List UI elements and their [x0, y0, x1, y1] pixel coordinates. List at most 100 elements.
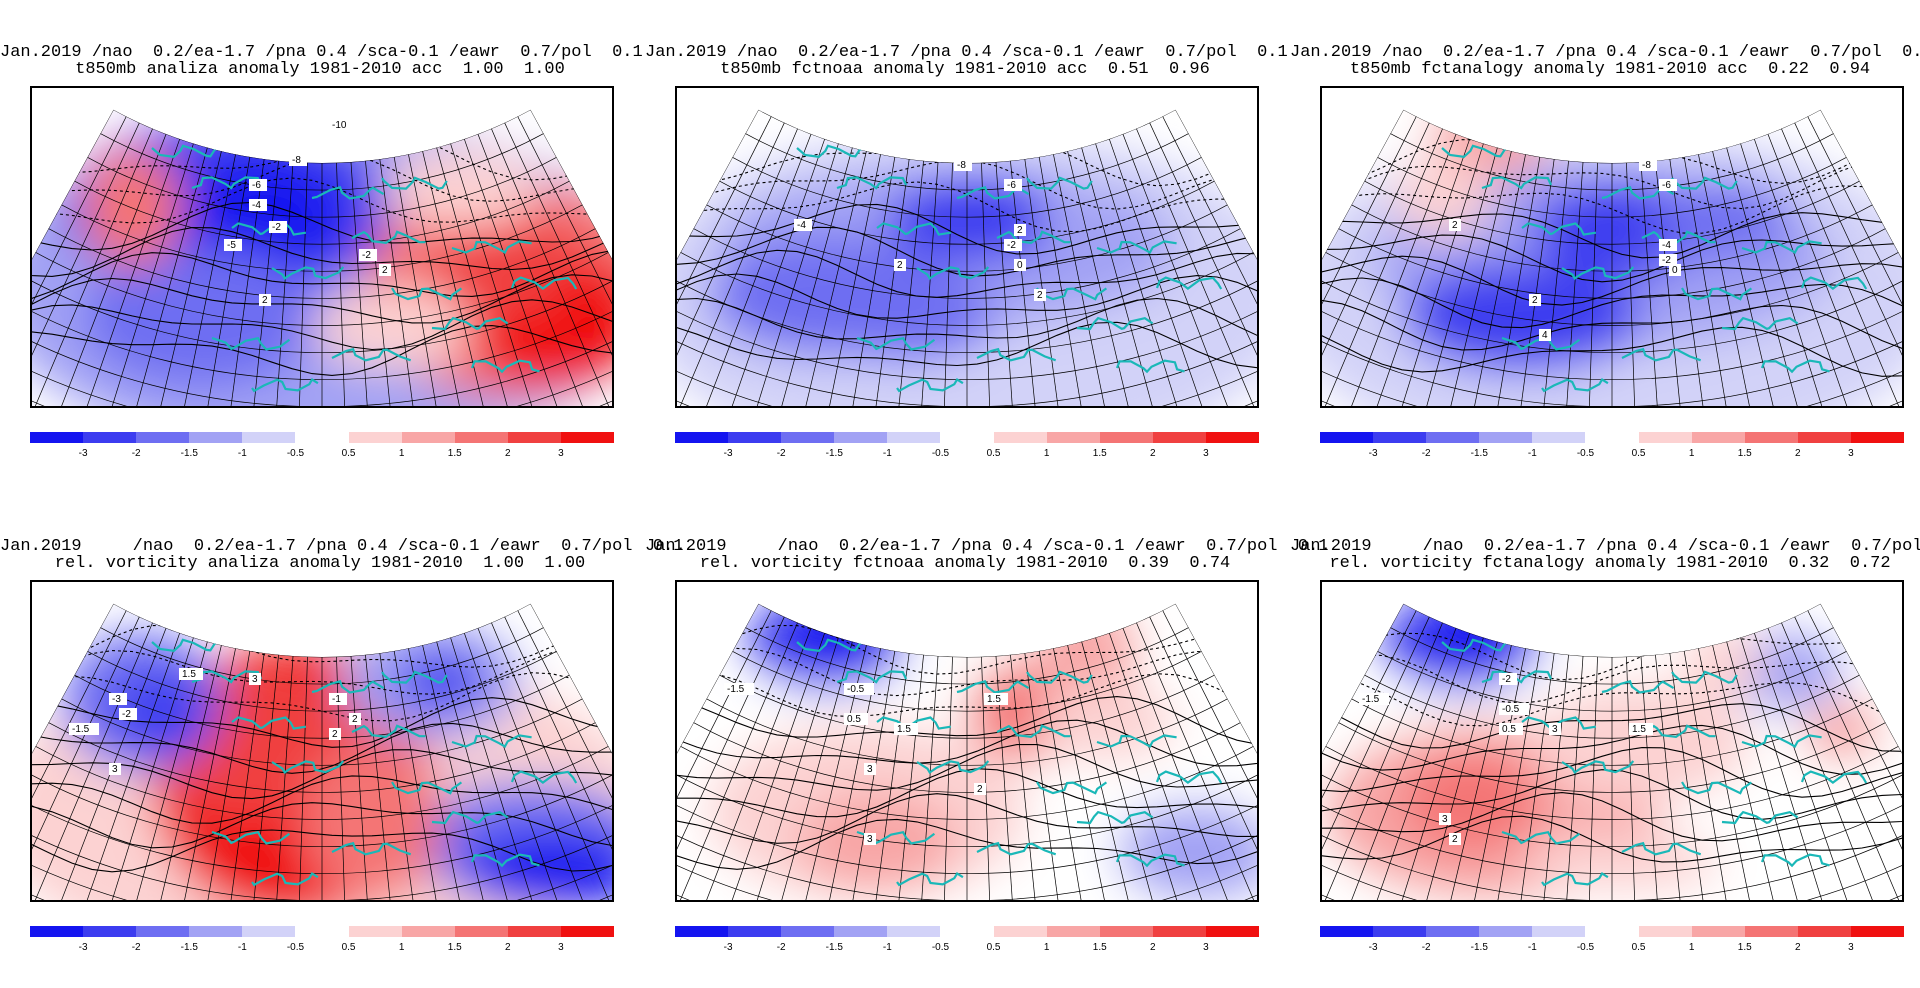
contour-label: 1.5 [894, 723, 918, 735]
coastline-segment [1441, 638, 1519, 653]
panel-title-line1: Jan.2019 /nao 0.2/ea-1.7 /pna 0.4 /sca-0… [0, 43, 643, 62]
coastline-segment [1671, 670, 1738, 684]
coastline-segment [381, 670, 448, 684]
contour-label: -1.5 [724, 683, 754, 695]
contour-line [677, 321, 1257, 369]
svg-text:-4: -4 [1662, 240, 1671, 251]
legend-swatch [781, 432, 835, 443]
coastline-segment [896, 871, 964, 887]
legend-swatch [189, 926, 243, 937]
contour-label: -1.5 [1359, 693, 1389, 705]
anomaly-region [382, 148, 542, 228]
svg-text:-2: -2 [272, 222, 281, 233]
contour-label: 2 [329, 728, 341, 740]
legend-tick-label: -2 [131, 942, 141, 953]
legend-swatch [83, 926, 137, 937]
contour-label: 2 [1449, 219, 1461, 231]
legend-swatch [728, 926, 782, 937]
legend-swatch [189, 432, 243, 443]
contour-label: -2 [269, 221, 287, 233]
contour-label: 2 [259, 294, 271, 306]
svg-text:2: 2 [897, 260, 903, 271]
contour-label: 3 [249, 673, 261, 685]
contour-line [1322, 792, 1902, 842]
coastline-segment [1561, 266, 1635, 280]
coastline-segment [1561, 760, 1635, 774]
legend-tick-label: -3 [1368, 448, 1378, 459]
svg-text:-1.5: -1.5 [1362, 694, 1380, 705]
coastline-segment [211, 336, 291, 351]
legend-swatch [454, 432, 509, 443]
coastline-segment [1076, 810, 1154, 825]
legend-tick-label: 2 [1795, 942, 1801, 953]
coastlines [1441, 638, 1868, 887]
legend-swatch [1797, 432, 1852, 443]
legend-tick-label: 1.5 [1737, 942, 1752, 953]
legend-swatch [560, 926, 615, 937]
contour-label: 3 [864, 833, 876, 845]
contour-line [32, 802, 612, 849]
anomaly-region [1392, 158, 1492, 238]
coastline-segment [470, 853, 540, 868]
svg-text:-0.5: -0.5 [847, 684, 865, 695]
coastline-segment [896, 377, 964, 393]
panel-t850-fctnoaa: Jan.2019 /nao 0.2/ea-1.7 /pna 0.4 /sca-0… [645, 0, 1288, 470]
coastline-segment [836, 176, 908, 190]
contour-label: 1.5 [984, 693, 1008, 705]
coastline-segment [1621, 347, 1702, 362]
legend-tick-label: 1.5 [447, 942, 462, 953]
legend-tick-label: 2 [1795, 448, 1801, 459]
contour-label: -4 [1659, 239, 1677, 251]
coastline-segment [391, 781, 463, 795]
legend-tick-label: 3 [1203, 448, 1209, 459]
coastline-segment [470, 359, 540, 374]
legend-swatch [136, 432, 190, 443]
coastline-segment [510, 770, 578, 784]
svg-text:-1: -1 [332, 694, 341, 705]
panel-vorticity-fctanalogy: Jan.2019 /nao 0.2/ea-1.7 /pna 0.4 /sca-0… [1290, 494, 1920, 964]
legend-swatch [1585, 926, 1640, 937]
legend-tick-label: -2 [776, 448, 786, 459]
contour-lines [32, 130, 612, 376]
svg-text:3: 3 [1442, 814, 1448, 825]
coastline-segment [1541, 871, 1609, 887]
panel-title-line1: Jan.2019 /nao 0.2/ea-1.7 /pna 0.4 /sca-0… [0, 537, 684, 556]
coastline-segment [1800, 770, 1868, 784]
coastline-segment [431, 810, 509, 825]
contour-line [32, 623, 612, 675]
svg-text:0: 0 [1017, 260, 1023, 271]
contour-line [1322, 747, 1902, 798]
panel-title-line1: Jan.2019 /nao 0.2/ea-1.7 /pna 0.4 /sca-0… [1290, 43, 1920, 62]
svg-text:2: 2 [1037, 290, 1043, 301]
coastline-segment [311, 679, 385, 694]
contour-lines [677, 624, 1257, 870]
legend-swatch [1046, 432, 1101, 443]
contour-label: -2 [1659, 254, 1677, 266]
contour-label: 0 [1669, 264, 1681, 276]
coastline-segment [876, 222, 951, 236]
contour-label: -3 [109, 693, 127, 705]
anomaly-region [312, 288, 472, 368]
contour-label: -0.5 [1499, 703, 1529, 715]
legend-tick-label: -1.5 [1470, 448, 1488, 459]
contour-line [1322, 653, 1902, 704]
color-legend: -3 -2 -1.5 -1 -0.5 0.5 1 1.5 2 3 [1320, 432, 1905, 462]
coastline-segment [1800, 276, 1868, 290]
contour-line [1322, 212, 1902, 259]
legend-swatch [1744, 432, 1799, 443]
svg-text:3: 3 [867, 764, 873, 775]
legend-tick-label: -1.5 [825, 448, 843, 459]
legend-tick-label: -2 [131, 448, 141, 459]
legend-swatch [1426, 432, 1480, 443]
coastline-segment [916, 760, 990, 774]
contour-line [677, 818, 1257, 870]
contour-label: -6 [249, 179, 267, 191]
svg-text:2: 2 [262, 295, 268, 306]
coastline-segment [1036, 781, 1108, 795]
contour-line [677, 203, 1257, 255]
map-frame: -8 -6 2 -4 -2 0 2 4 [1320, 86, 1904, 408]
contour-label: 2 [894, 259, 906, 271]
contour-line [1322, 326, 1902, 377]
legend-tick-label: 1.5 [1092, 448, 1107, 459]
contour-labels: -8-6-4 2-22 02 [794, 159, 1046, 301]
